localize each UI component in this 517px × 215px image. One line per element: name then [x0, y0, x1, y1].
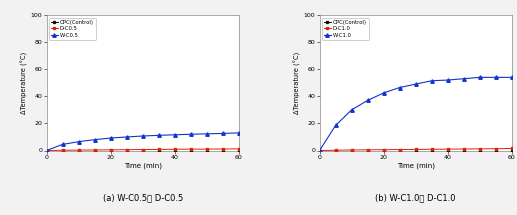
OPC(Control): [172, 149, 178, 152]
W-C0.5: [43, 149, 50, 152]
Y-axis label: ΔTemperature (°C): ΔTemperature (°C): [21, 52, 28, 114]
Y-axis label: ΔTemperature (°C): ΔTemperature (°C): [294, 52, 301, 114]
OPC(Control): [59, 149, 66, 152]
D-C0.5: [124, 148, 130, 151]
W-C0.5: [156, 134, 162, 137]
D-C0.5: [75, 149, 82, 151]
OPC(Control): [140, 149, 146, 152]
Line: D-C0.5: D-C0.5: [45, 147, 240, 152]
D-C1.0: [397, 148, 403, 151]
D-C0.5: [220, 148, 226, 150]
OPC(Control): [92, 149, 98, 152]
W-C0.5: [75, 140, 82, 143]
D-C0.5: [172, 148, 178, 150]
D-C1.0: [381, 148, 387, 151]
OPC(Control): [429, 149, 435, 152]
OPC(Control): [445, 149, 451, 152]
Text: (b) W-C1.0， D-C1.0: (b) W-C1.0， D-C1.0: [375, 193, 456, 202]
X-axis label: Time (min): Time (min): [397, 163, 435, 169]
W-C0.5: [108, 137, 114, 139]
Line: W-C0.5: W-C0.5: [45, 131, 240, 152]
D-C0.5: [92, 149, 98, 151]
OPC(Control): [204, 149, 210, 152]
W-C0.5: [172, 134, 178, 136]
W-C1.0: [493, 76, 499, 79]
D-C1.0: [316, 149, 323, 152]
D-C0.5: [188, 148, 194, 150]
OPC(Control): [236, 149, 242, 152]
D-C1.0: [429, 148, 435, 150]
Line: W-C1.0: W-C1.0: [318, 76, 513, 152]
D-C0.5: [108, 149, 114, 151]
W-C0.5: [236, 132, 242, 134]
D-C1.0: [477, 147, 483, 150]
W-C1.0: [332, 124, 339, 127]
W-C1.0: [445, 79, 451, 81]
D-C0.5: [236, 147, 242, 150]
W-C0.5: [59, 143, 66, 146]
D-C1.0: [445, 148, 451, 150]
OPC(Control): [220, 149, 226, 152]
W-C0.5: [92, 138, 98, 141]
Line: OPC(Control): OPC(Control): [45, 149, 240, 152]
D-C1.0: [509, 147, 515, 150]
W-C1.0: [381, 92, 387, 94]
X-axis label: Time (min): Time (min): [124, 163, 162, 169]
OPC(Control): [332, 149, 339, 152]
W-C1.0: [364, 99, 371, 102]
W-C0.5: [124, 136, 130, 138]
OPC(Control): [108, 149, 114, 152]
W-C0.5: [204, 133, 210, 135]
D-C0.5: [59, 149, 66, 152]
OPC(Control): [509, 149, 515, 152]
OPC(Control): [364, 149, 371, 152]
W-C1.0: [348, 109, 355, 111]
D-C0.5: [43, 149, 50, 152]
Legend: OPC(Control), D-C1.0, W-C1.0: OPC(Control), D-C1.0, W-C1.0: [322, 18, 369, 40]
OPC(Control): [348, 149, 355, 152]
OPC(Control): [75, 149, 82, 152]
W-C0.5: [188, 133, 194, 135]
D-C1.0: [364, 149, 371, 151]
W-C1.0: [413, 83, 419, 85]
D-C1.0: [413, 148, 419, 151]
OPC(Control): [124, 149, 130, 152]
W-C1.0: [477, 76, 483, 79]
OPC(Control): [477, 149, 483, 152]
W-C1.0: [509, 76, 515, 79]
OPC(Control): [316, 149, 323, 152]
D-C0.5: [140, 148, 146, 151]
OPC(Control): [461, 149, 467, 152]
Line: OPC(Control): OPC(Control): [318, 149, 513, 152]
W-C1.0: [397, 86, 403, 89]
D-C1.0: [348, 149, 355, 151]
D-C1.0: [461, 148, 467, 150]
OPC(Control): [413, 149, 419, 152]
OPC(Control): [188, 149, 194, 152]
D-C1.0: [493, 147, 499, 150]
D-C0.5: [156, 148, 162, 151]
W-C1.0: [316, 149, 323, 152]
D-C1.0: [332, 149, 339, 152]
W-C1.0: [429, 80, 435, 82]
W-C0.5: [140, 135, 146, 137]
OPC(Control): [381, 149, 387, 152]
W-C1.0: [461, 77, 467, 80]
OPC(Control): [156, 149, 162, 152]
W-C0.5: [220, 132, 226, 135]
Line: D-C1.0: D-C1.0: [318, 147, 513, 152]
Text: (a) W-C0.5， D-C0.5: (a) W-C0.5， D-C0.5: [102, 193, 183, 202]
OPC(Control): [43, 149, 50, 152]
Legend: OPC(Control), D-C0.5, W-C0.5: OPC(Control), D-C0.5, W-C0.5: [49, 18, 96, 40]
D-C0.5: [204, 148, 210, 150]
OPC(Control): [493, 149, 499, 152]
OPC(Control): [397, 149, 403, 152]
